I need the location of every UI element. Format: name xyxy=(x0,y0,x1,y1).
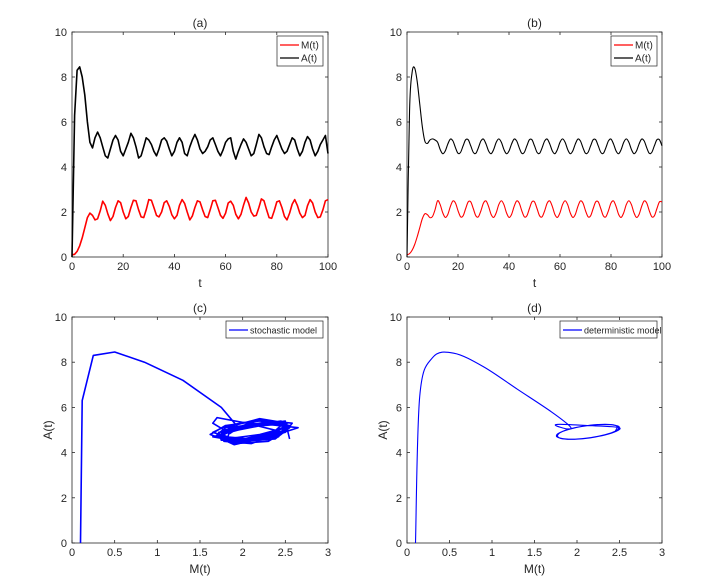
x-tick-label: 1.5 xyxy=(527,547,542,559)
y-axis-label: A(t) xyxy=(41,420,55,439)
x-tick-label: 60 xyxy=(554,261,566,273)
x-tick-label: 0.5 xyxy=(107,547,122,559)
subplot-title: (d) xyxy=(527,301,542,315)
x-tick-label: 2 xyxy=(574,547,580,559)
x-tick-label: 1.5 xyxy=(192,547,207,559)
legend-label: deterministic model xyxy=(584,326,662,336)
x-tick-label: 20 xyxy=(117,261,129,273)
legend: deterministic model xyxy=(559,320,662,339)
subplot-c: 0 0.5 1 1.5 2 2.5 3 0 2 4 6 8 10 (c) M(t) A(t) stochasti… xyxy=(41,301,331,576)
y-axis-label: A(t) xyxy=(376,420,390,439)
y-tick-label: 8 xyxy=(61,357,67,369)
x-axis-label: t xyxy=(198,276,202,290)
y-tick-label: 2 xyxy=(396,207,402,219)
y-tick-label: 6 xyxy=(396,117,402,129)
axes-box xyxy=(71,31,329,258)
legend-box xyxy=(610,35,658,67)
x-axis-label: t xyxy=(533,276,537,290)
x-tick-label: 100 xyxy=(653,261,671,273)
series-line-mt xyxy=(406,200,663,256)
x-tick-label: 80 xyxy=(605,261,617,273)
x-tick-label: 80 xyxy=(271,261,283,273)
y-tick-label: 6 xyxy=(61,402,67,414)
legend: M(t) A(t) xyxy=(610,35,658,67)
series-line-at xyxy=(406,66,663,258)
y-tick-label: 2 xyxy=(61,207,67,219)
x-tick-label: 60 xyxy=(219,261,231,273)
subplot-title: (c) xyxy=(193,301,207,315)
x-tick-label: 100 xyxy=(319,261,337,273)
legend-box xyxy=(276,35,324,67)
y-tick-label: 0 xyxy=(61,538,67,550)
legend-label: A(t) xyxy=(635,54,651,65)
y-tick-label: 10 xyxy=(55,27,67,39)
x-tick-label: 40 xyxy=(168,261,180,273)
series-line-stochasticmodel xyxy=(79,351,299,544)
x-tick-label: 0 xyxy=(69,261,75,273)
x-tick-label: 20 xyxy=(452,261,464,273)
legend: stochastic model xyxy=(225,320,324,339)
y-tick-label: 8 xyxy=(396,72,402,84)
series-line-at xyxy=(71,66,329,258)
axes-box xyxy=(406,316,663,544)
x-tick-label: 0 xyxy=(69,547,75,559)
y-tick-label: 0 xyxy=(61,252,67,264)
x-tick-label: 2.5 xyxy=(278,547,293,559)
series-line-mt xyxy=(71,196,329,256)
y-tick-label: 4 xyxy=(396,162,402,174)
subplot-title: (b) xyxy=(527,16,542,30)
x-tick-label: 0.5 xyxy=(442,547,457,559)
x-tick-label: 3 xyxy=(325,547,331,559)
y-tick-label: 10 xyxy=(390,312,402,324)
y-tick-label: 4 xyxy=(61,448,67,460)
x-axis-label: M(t) xyxy=(189,562,210,576)
x-tick-label: 40 xyxy=(503,261,515,273)
y-tick-label: 6 xyxy=(396,402,402,414)
x-axis-label: M(t) xyxy=(524,562,545,576)
y-tick-label: 8 xyxy=(61,72,67,84)
y-tick-label: 0 xyxy=(396,252,402,264)
x-tick-label: 1 xyxy=(154,547,160,559)
subplot-d: 0 0.5 1 1.5 2 2.5 3 0 2 4 6 8 10 (d) M(t) A(t) determini… xyxy=(376,301,665,576)
y-tick-label: 6 xyxy=(61,117,67,129)
x-tick-label: 0 xyxy=(404,547,410,559)
legend-box xyxy=(225,320,324,339)
x-tick-label: 3 xyxy=(659,547,665,559)
series-line-deterministicmodel xyxy=(414,351,621,544)
legend-label: stochastic model xyxy=(250,326,317,336)
y-tick-label: 10 xyxy=(390,27,402,39)
subplot-a: 0 20 40 60 80 100 0 2 4 6 8 10 (a) t M(t) A(t) xyxy=(55,16,337,290)
legend-label: A(t) xyxy=(301,54,317,65)
x-tick-label: 0 xyxy=(404,261,410,273)
subplot-b: 0 20 40 60 80 100 0 2 4 6 8 10 (b) t M(t) A(t) xyxy=(390,16,671,290)
y-tick-label: 2 xyxy=(396,493,402,505)
y-tick-label: 8 xyxy=(396,357,402,369)
y-tick-label: 2 xyxy=(61,493,67,505)
subplot-title: (a) xyxy=(193,16,208,30)
x-tick-label: 1 xyxy=(489,547,495,559)
legend-label: M(t) xyxy=(635,41,653,52)
legend-label: M(t) xyxy=(301,41,319,52)
x-tick-label: 2.5 xyxy=(612,547,627,559)
x-tick-label: 2 xyxy=(240,547,246,559)
legend: M(t) A(t) xyxy=(276,35,324,67)
y-tick-label: 4 xyxy=(61,162,67,174)
y-tick-label: 10 xyxy=(55,312,67,324)
y-tick-label: 0 xyxy=(396,538,402,550)
y-tick-label: 4 xyxy=(396,448,402,460)
legend-box xyxy=(559,320,658,339)
